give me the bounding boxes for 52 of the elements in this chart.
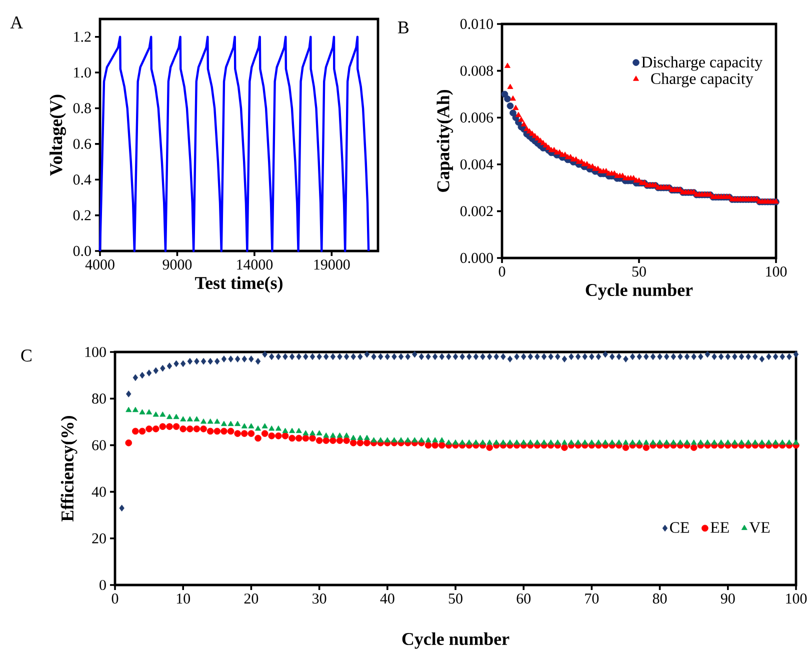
x-tick-label: 70 [585, 594, 599, 604]
x-tick-label: 14000 [237, 260, 273, 270]
y-tick-label: 80 [92, 394, 106, 404]
x-tick-label: 19000 [314, 260, 350, 270]
legend-label: Charge capacity [651, 72, 754, 88]
y-axis-title: Voltage(V) [50, 94, 66, 176]
chart-title: C [21, 350, 32, 362]
legend-label: VE [749, 522, 770, 533]
y-tick-label: 60 [92, 440, 106, 450]
x-tick-label: 50 [448, 594, 462, 604]
y-tick-label: 0 [100, 580, 106, 590]
y-tick-label: 0.6 [73, 138, 92, 149]
y-tick-label: 0.000 [460, 252, 493, 264]
y-tick-label: 40 [92, 486, 106, 497]
x-tick-label: 4000 [85, 260, 114, 270]
x-tick-label: 9000 [162, 260, 192, 270]
y-tick-label: 20 [92, 533, 106, 544]
y-tick-label: 0.0 [73, 246, 91, 256]
x-tick-label: 50 [632, 266, 646, 277]
y-tick-label: 0.010 [460, 18, 493, 30]
y-axis-title: Efficiency(%) [60, 416, 78, 522]
x-tick-label: 30 [312, 594, 326, 604]
x-axis-title: Cycle number [586, 283, 693, 300]
y-axis-title: Capacity(Ah) [436, 90, 454, 192]
y-tick-label: 0.006 [460, 112, 494, 123]
x-axis-title: Test time(s) [195, 276, 282, 293]
line-series [98, 36, 370, 252]
x-tick-label: 90 [720, 594, 735, 604]
x-tick-label: 10 [176, 594, 190, 604]
x-tick-label: 0 [498, 266, 506, 277]
y-tick-label: 0.004 [460, 159, 494, 170]
x-tick-label: 40 [380, 594, 394, 604]
x-tick-label: 0 [112, 594, 118, 604]
y-tick-label: 0.8 [73, 103, 91, 114]
chart-title: A [10, 16, 23, 28]
x-tick-label: 80 [652, 594, 667, 604]
legend-label: EE [710, 522, 729, 533]
legend-label: Discharge capacity [642, 56, 763, 71]
y-tick-label: 1.0 [74, 67, 91, 78]
y-tick-label: 0.2 [73, 210, 91, 220]
y-tick-label: 100 [85, 346, 106, 358]
x-tick-label: 100 [786, 594, 807, 604]
x-tick-label: 20 [244, 594, 258, 604]
y-tick-label: 1.2 [74, 32, 91, 42]
x-tick-label: 60 [516, 594, 531, 604]
y-tick-label: 0.4 [73, 174, 92, 185]
legend-label: CE [670, 522, 689, 533]
y-tick-label: 0.008 [460, 66, 493, 76]
x-axis-title: Cycle number [402, 632, 510, 649]
chart-title: B [398, 22, 408, 34]
x-tick-label: 100 [766, 266, 787, 277]
y-tick-label: 0.002 [460, 206, 493, 216]
